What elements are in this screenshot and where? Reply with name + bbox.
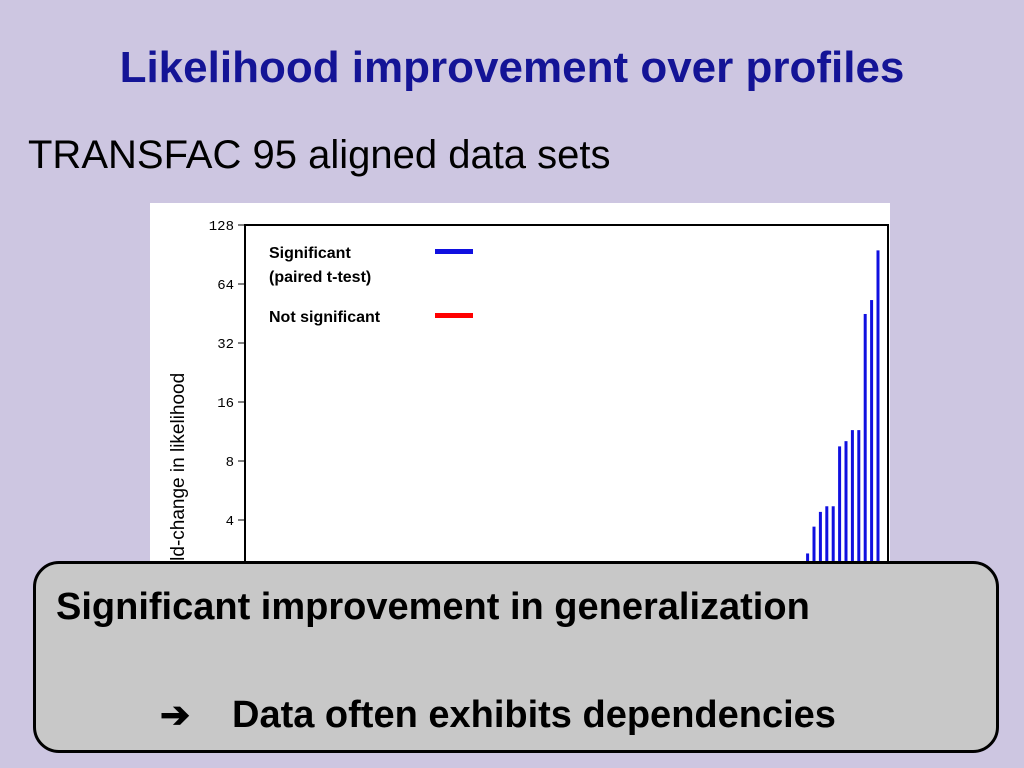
y-axis-label: Fold-change in likelihood: [168, 373, 189, 568]
bar-significant: [818, 511, 822, 568]
legend-label-not-significant: Not significant: [269, 309, 381, 326]
bar-significant: [812, 526, 816, 568]
y-tick-label: 8: [226, 455, 234, 471]
plot-frame: [244, 224, 889, 568]
bar-series: [799, 250, 880, 568]
chart-panel: 128 64 32 16 8 4 Fold-change in likelihood Si…: [150, 203, 890, 568]
likelihood-chart: 128 64 32 16 8 4 Fold-change in likelihood Si…: [168, 219, 889, 568]
y-axis-ticks: 128 64 32 16 8 4: [209, 219, 245, 530]
callout-text-generalization: Significant improvement in generalizatio…: [56, 586, 810, 628]
bar-significant: [838, 446, 842, 568]
right-arrow-icon: ➔: [160, 694, 191, 735]
bar-significant: [863, 313, 867, 568]
bar-significant: [825, 506, 829, 568]
bar-significant: [857, 430, 861, 568]
legend-swatch-significant: [435, 249, 473, 254]
y-tick-label: 4: [226, 514, 234, 530]
slide-title: Likelihood improvement over profiles: [119, 43, 905, 92]
callout-text-dependencies: Data often exhibits dependencies: [232, 694, 836, 736]
legend-label-significant-note: (paired t-test): [269, 269, 371, 286]
bar-significant: [806, 553, 810, 568]
bar-significant: [870, 300, 874, 568]
callout-box: Significant improvement in generalizatio…: [33, 561, 999, 753]
y-tick-label: 128: [209, 219, 234, 235]
bar-significant: [844, 441, 848, 568]
legend: Significant (paired t-test) Not signific…: [269, 245, 473, 326]
y-tick-label: 32: [217, 337, 234, 353]
bar-significant: [876, 250, 880, 568]
slide-subtitle: TRANSFAC 95 aligned data sets: [28, 133, 611, 177]
legend-label-significant: Significant: [269, 245, 351, 262]
y-tick-label: 64: [217, 278, 234, 294]
legend-swatch-not-significant: [435, 313, 473, 318]
y-tick-label: 16: [217, 396, 234, 412]
bar-significant: [850, 430, 854, 568]
bar-significant: [831, 506, 835, 568]
